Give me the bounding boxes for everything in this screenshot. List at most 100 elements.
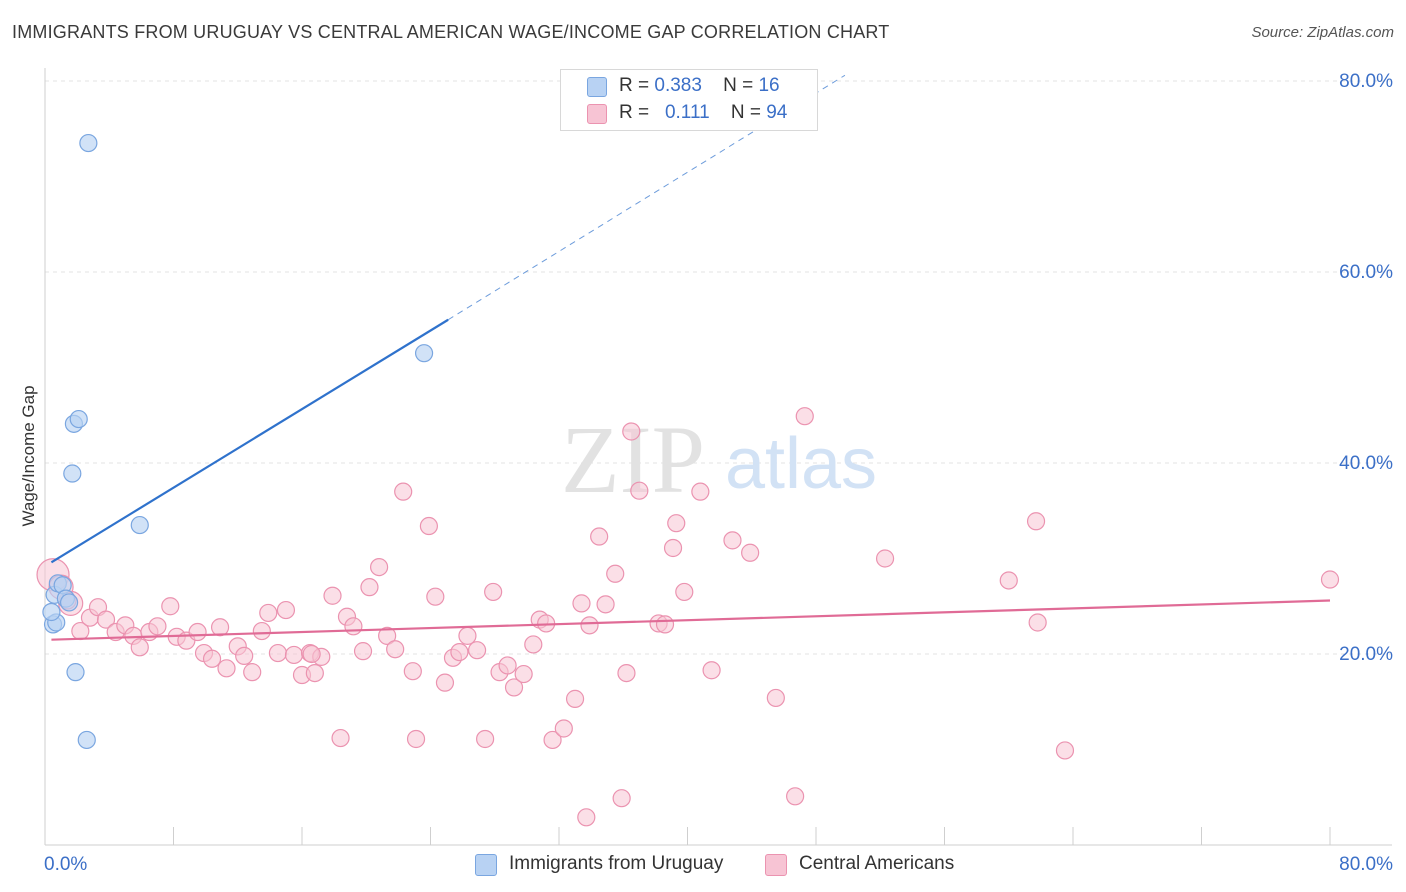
data-point-central [202, 649, 222, 668]
data-point-uruguay [66, 663, 85, 682]
legend-swatch-pink [587, 104, 607, 124]
legend-n-value: 16 [758, 75, 780, 96]
legend-r-label: R = [619, 102, 650, 123]
data-point-central [353, 642, 373, 661]
data-point-central [723, 531, 742, 550]
bottom-legend-swatch-blue [475, 854, 497, 876]
data-point-central [360, 578, 379, 597]
data-point-uruguay [63, 464, 82, 483]
data-point-central [450, 642, 469, 662]
data-point-central [999, 571, 1018, 590]
bottom-legend-swatch-pink [765, 854, 787, 876]
y-axis-label: Wage/Income Gap [19, 385, 38, 526]
y-tick-label: 20.0% [1339, 644, 1393, 665]
data-point-central [210, 618, 230, 637]
data-point-central [786, 787, 805, 806]
data-point-central [235, 646, 254, 666]
data-point-central [458, 626, 477, 645]
data-point-central [630, 481, 649, 500]
data-point-central [565, 689, 585, 708]
uruguay-points [42, 133, 434, 750]
data-point-central [766, 688, 785, 708]
data-point-uruguay [42, 602, 61, 622]
data-point-central [524, 635, 543, 654]
data-point-central [655, 615, 675, 634]
data-point-central [504, 678, 524, 697]
data-point-central [243, 663, 262, 682]
data-point-central [435, 673, 455, 692]
legend-n-value: 94 [766, 102, 788, 123]
data-point-uruguay [59, 593, 79, 612]
data-point-central [667, 514, 686, 533]
data-point-central [663, 538, 683, 558]
data-point-central [702, 661, 721, 680]
data-point-central [617, 663, 636, 683]
data-point-central [1028, 613, 1047, 632]
data-point-central [691, 482, 710, 501]
tick-labels: 20.0% 40.0% 60.0% 80.0% 0.0% 80.0% [44, 71, 1393, 875]
data-point-central [378, 626, 397, 645]
data-point-central [370, 557, 389, 577]
legend-r-value: 0.383 [654, 75, 702, 96]
data-point-central [276, 600, 296, 620]
bottom-legend-label: Immigrants from Uruguay [509, 853, 724, 874]
data-point-central [612, 789, 631, 808]
data-point-central [606, 564, 625, 583]
data-point-central [188, 622, 207, 642]
axes [44, 68, 1392, 846]
data-point-central [596, 595, 615, 614]
legend-swatch-blue [587, 77, 607, 97]
data-point-central [572, 594, 591, 613]
data-point-central [403, 662, 422, 681]
data-point-central [148, 617, 167, 636]
data-point-central [259, 603, 278, 623]
watermark: ZIP atlas [561, 406, 877, 513]
data-point-central [1055, 741, 1075, 760]
data-point-central [580, 616, 599, 635]
data-point-central [484, 582, 503, 602]
y-tick-label: 60.0% [1339, 262, 1393, 283]
data-point-uruguay [79, 133, 98, 153]
correlation-legend: R = 0.383 N = 16 R = 0.111 N = 94 [560, 69, 818, 131]
bottom-legend-label: Central Americans [799, 853, 955, 874]
data-point-central [284, 645, 304, 665]
data-point-central [554, 719, 573, 738]
data-point-central [394, 482, 413, 501]
central-americans-points [36, 407, 1340, 827]
data-point-central [302, 644, 321, 664]
data-point-central [268, 643, 288, 663]
gridlines [45, 80, 1392, 655]
data-point-central [331, 728, 350, 748]
data-point-central [130, 638, 149, 657]
data-point-uruguay [77, 730, 96, 750]
data-point-central [386, 640, 405, 659]
data-point-central [543, 730, 562, 750]
data-point-central [590, 527, 609, 546]
data-point-central [675, 582, 694, 602]
data-point-central [252, 621, 271, 641]
legend-n-label: N = [730, 102, 761, 123]
legend-n-label: N = [723, 75, 754, 96]
x-tick-label: 0.0% [44, 854, 87, 875]
data-point-uruguay [69, 409, 88, 429]
trend-line-central [51, 599, 1331, 641]
data-point-central [622, 422, 641, 441]
data-point-central [476, 729, 495, 749]
data-point-central [577, 808, 596, 827]
data-point-central [741, 543, 760, 562]
data-point-central [344, 617, 363, 636]
source-label: Source: ZipAtlas.com [1251, 24, 1394, 41]
data-point-central [406, 729, 426, 749]
x-tick-label: 80.0% [1339, 854, 1393, 875]
data-point-central [514, 664, 533, 684]
legend-r-label: R = [619, 75, 650, 96]
y-tick-label: 40.0% [1339, 453, 1393, 474]
data-point-central [467, 641, 487, 660]
data-point-central [305, 663, 324, 683]
data-point-central [161, 597, 180, 616]
data-point-central [1320, 570, 1340, 589]
data-point-central [1026, 512, 1046, 531]
data-point-central [419, 516, 438, 536]
data-point-central [217, 659, 236, 678]
